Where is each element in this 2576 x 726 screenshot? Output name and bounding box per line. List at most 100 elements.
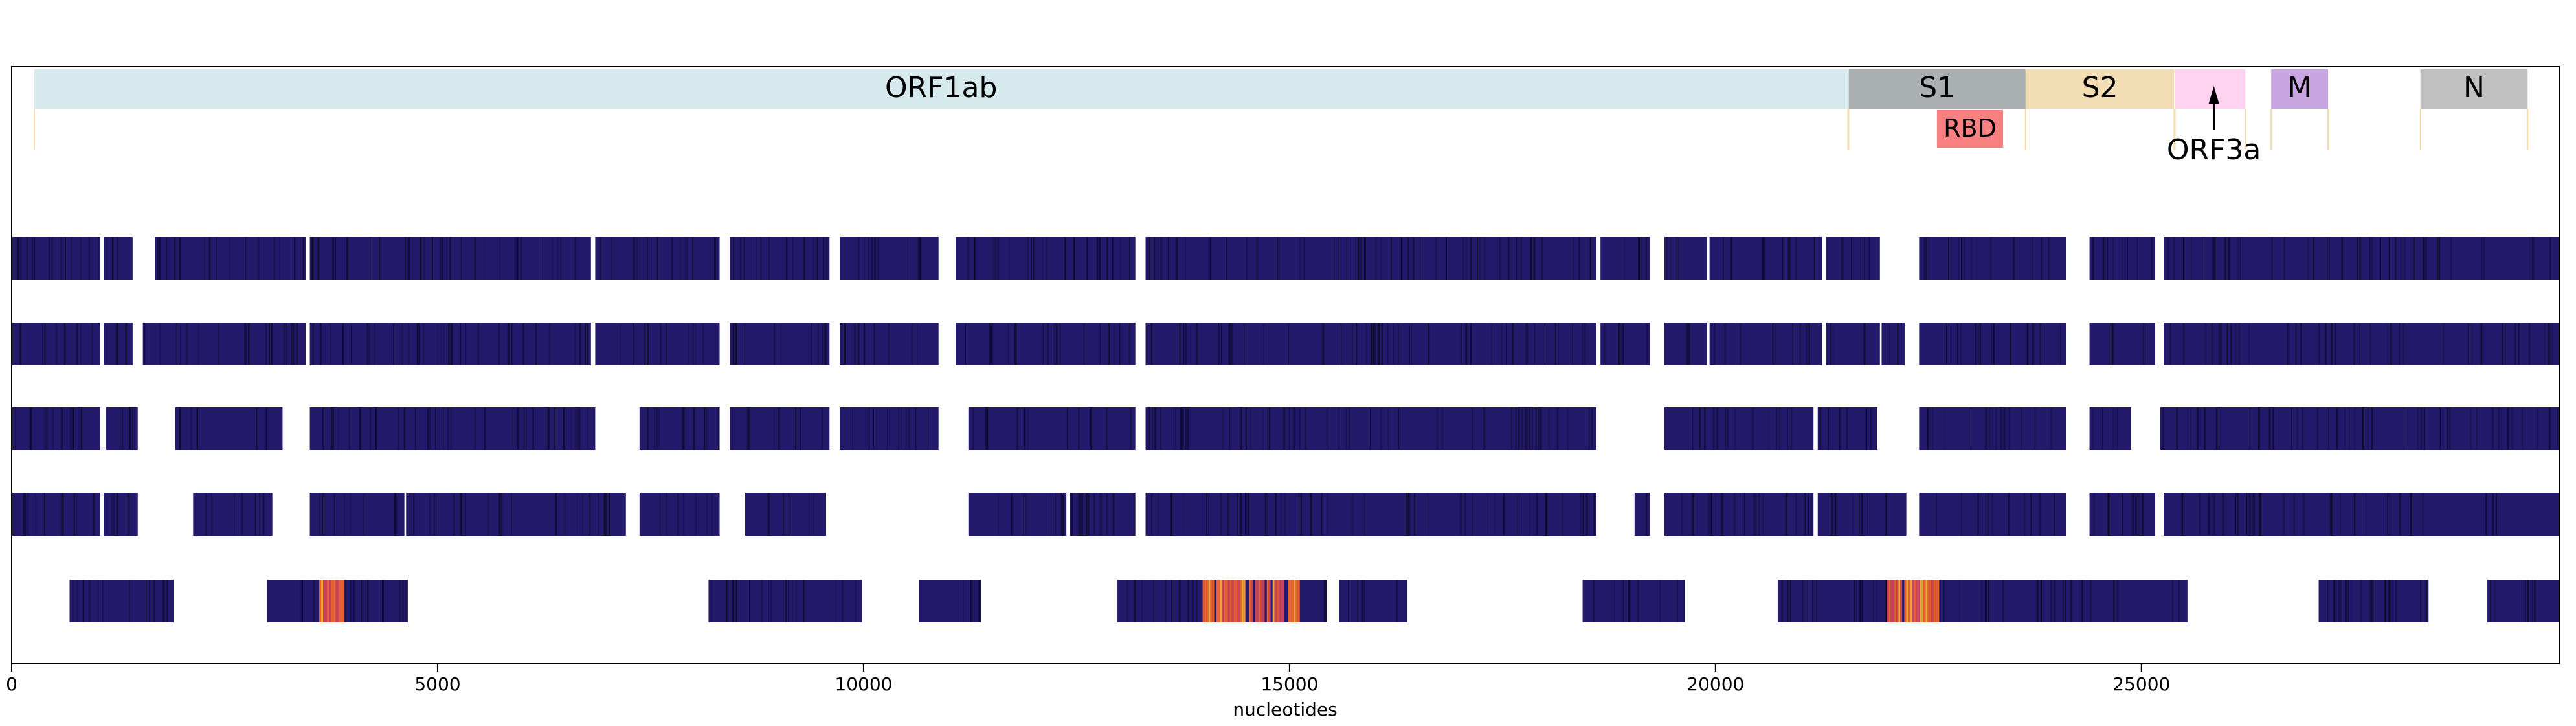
coverage-texture — [748, 580, 750, 622]
coverage-texture — [375, 407, 377, 450]
coverage-texture — [2178, 580, 2180, 622]
coverage-texture — [877, 237, 879, 280]
coverage-texture — [2369, 237, 2371, 280]
coverage-texture — [2224, 237, 2227, 280]
coverage-hotspot — [325, 580, 328, 622]
coverage-texture — [574, 323, 576, 365]
coverage-texture — [1802, 580, 1804, 622]
coverage-texture — [1264, 493, 1267, 536]
coverage-texture — [1776, 407, 1777, 450]
coverage-texture — [1714, 323, 1716, 365]
coverage-texture — [1129, 237, 1130, 280]
coverage-texture — [1805, 323, 1808, 365]
coverage-texture — [1943, 580, 1944, 622]
coverage-texture — [2081, 580, 2083, 622]
coverage-texture — [2313, 237, 2314, 280]
coverage-texture — [659, 323, 662, 365]
coverage-texture — [2399, 493, 2402, 536]
coverage-segment — [730, 323, 830, 365]
coverage-hotspot — [1890, 580, 1893, 622]
coverage-texture — [2054, 580, 2056, 622]
coverage-texture — [803, 580, 805, 622]
coverage-texture — [395, 493, 397, 536]
coverage-texture — [774, 323, 776, 365]
coverage-hotspot — [1906, 580, 1909, 622]
coverage-texture — [256, 407, 258, 450]
coverage-texture — [2013, 237, 2015, 280]
coverage-texture — [2134, 493, 2136, 536]
coverage-texture — [2548, 407, 2551, 450]
coverage-hotspot — [1204, 580, 1207, 622]
coverage-hotspot — [1262, 580, 1265, 622]
coverage-texture — [1960, 237, 1962, 280]
coverage-hotspot — [1214, 580, 1216, 622]
coverage-texture — [1263, 323, 1264, 365]
coverage-texture — [174, 237, 176, 280]
coverage-hotspot — [1921, 580, 1924, 622]
coverage-texture — [311, 237, 314, 280]
coverage-hotspot — [1247, 580, 1249, 622]
coverage-texture — [2032, 323, 2034, 365]
coverage-texture — [563, 407, 565, 450]
coverage-texture — [229, 237, 230, 280]
coverage-hotspot — [1894, 580, 1897, 622]
coverage-texture — [1991, 493, 1993, 536]
coverage-texture — [2481, 237, 2483, 280]
coverage-texture — [2420, 407, 2422, 450]
coverage-texture — [474, 237, 476, 280]
coverage-texture — [1360, 237, 1362, 280]
coverage-texture — [2325, 323, 2327, 365]
coverage-texture — [1327, 493, 1328, 536]
coverage-texture — [1279, 237, 1281, 280]
coverage-hotspot — [1912, 580, 1914, 622]
coverage-texture — [127, 493, 129, 536]
x-axis-label: nucleotides — [1233, 699, 1337, 720]
coverage-texture — [2197, 407, 2199, 450]
coverage-texture — [76, 580, 78, 622]
coverage-texture — [1743, 493, 1745, 536]
coverage-texture — [1593, 493, 1596, 536]
coverage-texture — [811, 323, 812, 365]
coverage-texture — [474, 407, 476, 450]
coverage-texture — [1762, 237, 1764, 280]
coverage-texture — [380, 237, 381, 280]
coverage-texture — [2112, 323, 2115, 365]
coverage-texture — [1520, 237, 1522, 280]
coverage-hotspot — [1892, 580, 1895, 622]
coverage-texture — [1167, 237, 1170, 280]
coverage-texture — [1572, 323, 1573, 365]
coverage-texture — [2489, 580, 2492, 622]
coverage-texture — [117, 493, 118, 536]
coverage-texture — [1638, 237, 1640, 280]
coverage-texture — [1987, 493, 1989, 536]
coverage-texture — [794, 407, 797, 450]
coverage-texture — [1791, 407, 1793, 450]
coverage-hotspot — [331, 580, 333, 622]
coverage-texture — [166, 237, 168, 280]
coverage-segment — [1777, 580, 2188, 622]
coverage-texture — [145, 580, 147, 622]
coverage-texture — [2336, 407, 2338, 450]
coverage-texture — [1724, 323, 1726, 365]
coverage-texture — [1704, 407, 1706, 450]
coverage-texture — [1876, 580, 1877, 622]
coverage-segment — [639, 407, 720, 450]
coverage-texture — [2037, 580, 2039, 622]
coverage-texture — [294, 237, 296, 280]
coverage-texture — [704, 407, 706, 450]
coverage-texture — [1361, 580, 1363, 622]
gene-box — [1848, 69, 2026, 109]
coverage-texture — [1081, 493, 1084, 536]
coverage-texture — [1525, 407, 1527, 450]
coverage-texture — [292, 323, 294, 365]
coverage-texture — [1160, 407, 1161, 450]
coverage-texture — [816, 237, 819, 280]
coverage-texture — [302, 237, 304, 280]
coverage-texture — [2528, 323, 2531, 365]
coverage-texture — [404, 237, 407, 280]
coverage-texture — [1545, 493, 1548, 536]
coverage-texture — [1228, 323, 1231, 365]
coverage-segment — [12, 493, 100, 536]
coverage-texture — [2333, 580, 2336, 622]
coverage-texture — [2113, 580, 2115, 622]
